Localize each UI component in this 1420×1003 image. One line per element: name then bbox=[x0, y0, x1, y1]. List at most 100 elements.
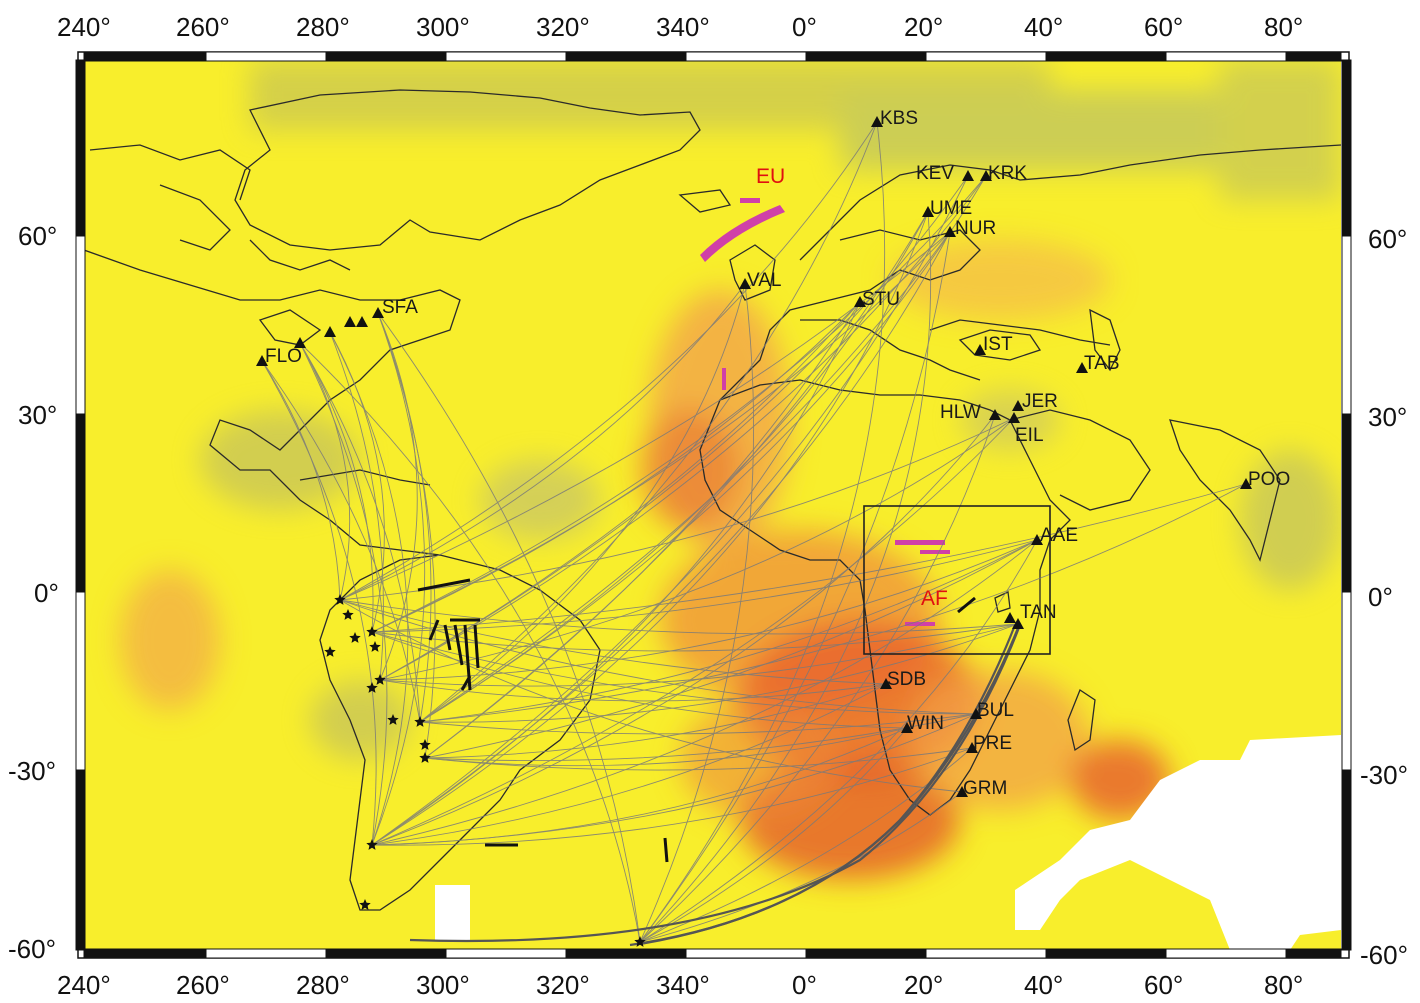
bottom-tick-label: 240° bbox=[57, 970, 111, 1000]
ray-path bbox=[261, 360, 377, 846]
station-label-kev: KEV bbox=[916, 163, 954, 184]
frame-segment-top bbox=[1165, 51, 1287, 62]
ray-path bbox=[639, 121, 886, 943]
ray-path bbox=[379, 175, 987, 681]
frame-segment-top bbox=[205, 51, 327, 62]
station-label-grm: GRM bbox=[963, 778, 1007, 799]
station-label-jer: JER bbox=[1022, 391, 1058, 412]
frame-segment-right bbox=[1341, 769, 1352, 951]
frame-segment-top bbox=[325, 51, 447, 62]
ray-path bbox=[371, 301, 861, 633]
left-tick-label: -30° bbox=[8, 756, 56, 786]
ray-path bbox=[419, 483, 1247, 723]
station-triangle bbox=[922, 206, 934, 217]
ray-path bbox=[639, 727, 908, 943]
top-tick-label: 0° bbox=[792, 12, 817, 42]
ray-path bbox=[371, 727, 908, 846]
frame-segment-bottom bbox=[565, 948, 687, 959]
ray-path bbox=[371, 414, 996, 846]
station-triangle bbox=[294, 337, 306, 348]
ray-path bbox=[424, 211, 929, 759]
top-tick-label: 340° bbox=[656, 12, 710, 42]
frame-segment-top bbox=[83, 51, 207, 62]
top-tick-label: 20° bbox=[904, 12, 943, 42]
ray-path bbox=[339, 231, 951, 601]
top-tick-label: 240° bbox=[57, 12, 111, 42]
ray-path bbox=[424, 539, 1038, 759]
station-label-tan: TAN bbox=[1020, 602, 1057, 623]
frame-segment-bottom bbox=[1045, 948, 1167, 959]
ray-path bbox=[371, 417, 1015, 846]
frame-segment-top bbox=[1285, 51, 1342, 62]
bottom-tick-label: 300° bbox=[416, 970, 470, 1000]
bottom-tick-label: 340° bbox=[656, 970, 710, 1000]
frame-segment-bottom bbox=[925, 948, 1047, 959]
ray-path bbox=[299, 342, 421, 723]
station-triangle bbox=[344, 316, 356, 327]
bottom-tick-label: 260° bbox=[176, 970, 230, 1000]
station-triangle bbox=[901, 722, 913, 733]
ray-path bbox=[379, 623, 1019, 687]
station-label-sdb: SDB bbox=[887, 669, 926, 690]
frame-segment-left bbox=[75, 591, 86, 771]
bottom-tick-label: 280° bbox=[296, 970, 350, 1000]
station-triangle bbox=[1008, 412, 1020, 423]
ray-path bbox=[339, 599, 977, 715]
bottom-tick-label: 20° bbox=[904, 970, 943, 1000]
frame-segment-top bbox=[445, 51, 567, 62]
frame-segment-bottom bbox=[1285, 948, 1342, 959]
ray-path bbox=[371, 623, 1019, 652]
right-tick-label: 30° bbox=[1368, 402, 1407, 432]
right-tick-label: -30° bbox=[1360, 760, 1408, 790]
station-triangle bbox=[1076, 362, 1088, 373]
frame-segment-bottom bbox=[685, 948, 807, 959]
ray-path bbox=[371, 301, 861, 846]
ray-path bbox=[639, 283, 755, 943]
ray-path bbox=[329, 331, 409, 846]
ray-path bbox=[639, 539, 1038, 943]
top-tick-label: 260° bbox=[176, 12, 230, 42]
frame-segment-bottom bbox=[325, 948, 447, 959]
ray-path bbox=[371, 683, 887, 846]
station-triangle bbox=[256, 355, 268, 366]
ray-path bbox=[339, 599, 963, 793]
ray-path bbox=[419, 623, 1019, 723]
ray-path bbox=[639, 211, 932, 943]
station-label-tab: TAB bbox=[1084, 353, 1120, 374]
station-label-nur: NUR bbox=[955, 218, 996, 239]
event-star bbox=[369, 641, 381, 652]
station-triangle bbox=[324, 326, 336, 337]
frame-segment-top bbox=[685, 51, 807, 62]
station-triangle bbox=[944, 226, 956, 237]
station-labels: KBS KEV KRK UME NUR VAL STU SFA FLO IST … bbox=[265, 108, 1290, 799]
event-star bbox=[366, 839, 378, 850]
station-triangle bbox=[871, 116, 883, 127]
ray-path bbox=[424, 301, 861, 759]
station-triangle bbox=[989, 409, 1001, 420]
bottom-tick-label: 0° bbox=[792, 970, 817, 1000]
ray-path bbox=[371, 631, 977, 715]
frame-segment-right bbox=[1341, 591, 1352, 771]
bottom-tick-label: 320° bbox=[536, 970, 590, 1000]
ray-path bbox=[261, 360, 421, 723]
bottom-tick-label: 60° bbox=[1144, 970, 1183, 1000]
top-tick-label: 300° bbox=[416, 12, 470, 42]
frame-segment-left bbox=[75, 59, 86, 237]
frame-segment-bottom bbox=[805, 948, 927, 959]
bottom-tick-label: 40° bbox=[1024, 970, 1063, 1000]
left-tick-label: 30° bbox=[18, 400, 57, 430]
station-triangle bbox=[372, 307, 384, 318]
ray-path bbox=[339, 417, 1015, 601]
left-tick-labels: 60° 30° 0° -30° -60° bbox=[8, 221, 59, 964]
station-triangle bbox=[970, 708, 982, 719]
frame-segment-bottom bbox=[205, 948, 327, 959]
left-tick-label: 0° bbox=[34, 578, 59, 608]
af-region-label: AF bbox=[921, 587, 948, 610]
left-tick-label: -60° bbox=[8, 934, 56, 964]
right-tick-label: 60° bbox=[1368, 224, 1407, 254]
station-label-win: WIN bbox=[907, 713, 944, 734]
station-label-bul: BUL bbox=[977, 700, 1014, 721]
ray-path bbox=[371, 483, 1247, 633]
event-star bbox=[349, 632, 361, 643]
event-star bbox=[387, 714, 399, 725]
